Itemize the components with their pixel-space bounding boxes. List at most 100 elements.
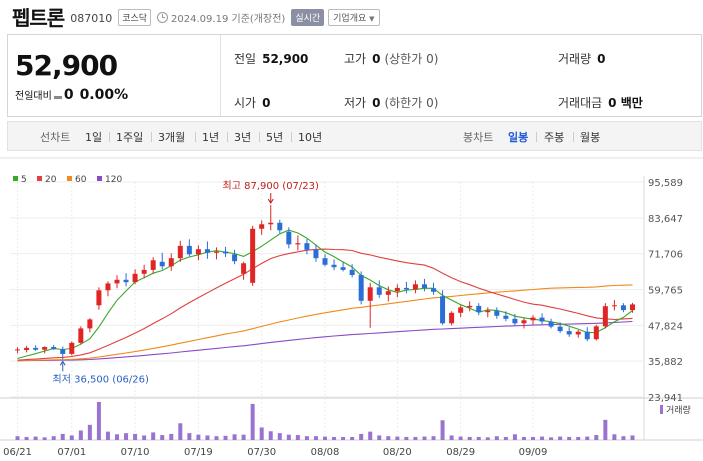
volume-bar	[178, 423, 183, 440]
y-tick-label: 59,765	[648, 286, 683, 297]
volume-bar	[96, 402, 101, 440]
period-10y[interactable]: 10년	[298, 131, 323, 144]
volume-bar	[549, 437, 554, 440]
volume-bar	[124, 433, 129, 440]
upper-limit: (상한가 0)	[384, 52, 439, 66]
period-1w[interactable]: 1주일	[116, 131, 144, 144]
price-info-panel: 52,900 전일대비 0 0.00% 전일 52,900 고가 0 (상한가 0) …	[7, 34, 702, 117]
candle-body	[548, 321, 554, 327]
max-arrow-head	[267, 198, 274, 205]
period-3m[interactable]: 3개월	[158, 131, 186, 144]
candle-body	[313, 249, 319, 259]
separator	[195, 132, 196, 142]
period-1d[interactable]: 1일	[85, 131, 103, 144]
candle-monthly[interactable]: 월봉	[580, 131, 601, 144]
volume-bar	[485, 437, 490, 440]
base-date: 2024.09.19 기준(개장전)	[171, 10, 285, 25]
candle-body	[539, 317, 545, 322]
min-price-label: 최저 36,500 (06/26)	[53, 373, 149, 385]
candle-body	[331, 264, 337, 268]
volume-bar	[241, 434, 246, 440]
candle-body	[340, 267, 346, 270]
realtime-button[interactable]: 실시간	[291, 9, 325, 26]
y-tick-label: 35,882	[648, 357, 683, 368]
candle-body	[458, 307, 464, 313]
volume-bar	[69, 435, 74, 440]
candle-body	[403, 287, 409, 290]
candle-body	[24, 347, 30, 351]
volume-bar	[503, 436, 508, 440]
volume-bar	[323, 436, 327, 440]
low-value: 0	[372, 96, 381, 110]
stock-header: 펩트론 087010 코스닥 2024.09.19 기준(개장전) 실시간 기업…	[0, 0, 703, 32]
low-item: 저가 0 (하한가 0)	[344, 94, 438, 111]
volume-bar	[142, 435, 147, 440]
company-overview-label: 기업개요	[333, 14, 367, 24]
candle-body	[69, 342, 75, 354]
candle-body	[440, 296, 446, 324]
volume-bar	[476, 436, 481, 440]
x-tick-label: 09/09	[519, 447, 548, 458]
candlestick-chart[interactable]: 5 20 60 120 95,589 83,647 71,706 59,765 47,824 3…	[0, 152, 703, 461]
ma-legend: 5 20 60 120	[13, 175, 122, 185]
period-3y[interactable]: 3년	[234, 131, 252, 144]
candle-body	[394, 287, 400, 292]
candle-body	[629, 304, 635, 311]
volume-bar	[24, 436, 29, 440]
volume-bar	[386, 436, 391, 440]
candle-body	[33, 347, 39, 350]
candle-daily[interactable]: 일봉	[508, 131, 529, 144]
y-tick-label: 23,941	[648, 393, 683, 404]
candle-body	[593, 326, 599, 340]
volume-bar	[15, 436, 20, 440]
candle-body	[177, 245, 183, 259]
period-5y[interactable]: 5년	[266, 131, 284, 144]
candle-body	[60, 349, 66, 354]
candle-body	[42, 347, 48, 350]
legend-swatch	[37, 176, 42, 181]
candle-body	[123, 279, 129, 283]
volume-bar	[313, 436, 318, 440]
volume-bar	[87, 424, 92, 440]
stock-code: 087010	[70, 11, 113, 25]
candle-body	[476, 305, 482, 313]
candle-body	[602, 306, 608, 327]
candle-body	[566, 331, 572, 335]
candle-body	[232, 254, 238, 262]
volume-bar	[259, 427, 264, 440]
ma120-line	[17, 320, 633, 362]
volume-bar	[51, 436, 56, 440]
candle-body	[467, 305, 473, 308]
company-overview-button[interactable]: 기업개요 ▼	[328, 9, 380, 26]
x-tick-label: 08/20	[383, 447, 412, 458]
candle-body	[114, 279, 120, 284]
candle-weekly[interactable]: 주봉	[544, 131, 565, 144]
change-label: 전일대비	[15, 91, 52, 102]
volume-bar	[160, 435, 165, 440]
candle-body	[204, 249, 210, 253]
x-tick-label: 06/21	[3, 447, 32, 458]
volume-bar	[413, 436, 418, 440]
candle-body	[186, 245, 192, 255]
volume-bars: 거래량	[15, 402, 691, 440]
candle-body	[168, 258, 174, 267]
prev-close-item: 전일 52,900	[234, 50, 308, 67]
candle-body	[195, 249, 201, 255]
separator	[291, 132, 292, 142]
candle-body	[412, 284, 418, 290]
low-label: 저가	[344, 96, 367, 110]
candle-body	[611, 305, 617, 307]
volume-legend-swatch	[660, 405, 663, 414]
candle-body	[485, 310, 491, 313]
candle-body	[575, 331, 581, 335]
open-label: 시가	[234, 96, 257, 110]
line-chart-label: 선차트	[40, 131, 71, 144]
price-chart[interactable]: 5 20 60 120 95,589 83,647 71,706 59,765 47,824 3…	[0, 152, 703, 461]
period-1y[interactable]: 1년	[202, 131, 220, 144]
change-value: 0	[63, 87, 74, 103]
candle-body	[304, 243, 310, 250]
volume-bar	[395, 436, 400, 440]
volume-bar	[585, 436, 590, 440]
volume-bar	[33, 436, 38, 440]
volume-bar	[531, 436, 535, 440]
